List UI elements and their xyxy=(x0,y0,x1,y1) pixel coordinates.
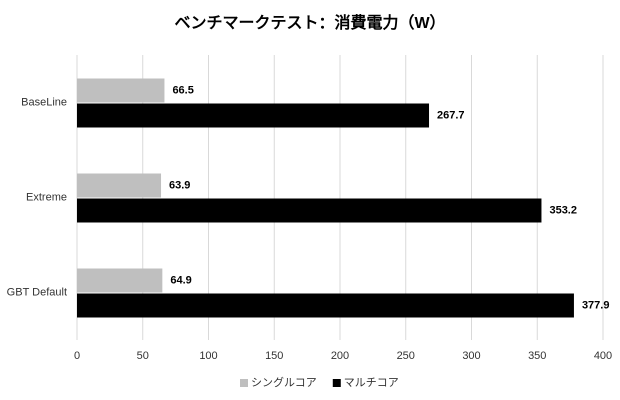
y-tick-label: BaseLine xyxy=(21,96,67,108)
value-label: 64.9 xyxy=(170,274,191,286)
value-label: 377.9 xyxy=(582,299,610,311)
x-tick-label: 300 xyxy=(462,350,480,362)
value-label: 353.2 xyxy=(549,204,577,216)
bar xyxy=(77,198,542,223)
x-tick-label: 100 xyxy=(199,350,217,362)
value-label: 267.7 xyxy=(437,109,465,121)
bar xyxy=(77,103,430,128)
bar xyxy=(77,293,574,318)
value-label: 63.9 xyxy=(169,179,190,191)
x-tick-label: 50 xyxy=(137,350,149,362)
y-tick-label: Extreme xyxy=(26,191,67,203)
legend-swatch xyxy=(332,379,341,387)
legend-label: シングルコア xyxy=(251,375,317,389)
x-tick-label: 0 xyxy=(74,350,80,362)
x-tick-label: 350 xyxy=(528,350,546,362)
x-tick-label: 150 xyxy=(265,350,283,362)
x-tick-label: 250 xyxy=(397,350,415,362)
bar xyxy=(77,268,163,293)
legend-swatch xyxy=(240,379,248,387)
value-label: 66.5 xyxy=(172,84,193,96)
chart-title: ベンチマークテスト：消費電力（W） xyxy=(174,13,445,32)
legend-label: マルチコア xyxy=(344,376,399,389)
x-tick-label: 200 xyxy=(331,350,349,362)
x-tick-label: 400 xyxy=(594,350,612,362)
bar xyxy=(77,173,162,198)
bar xyxy=(77,78,165,103)
y-tick-label: GBT Default xyxy=(7,286,67,298)
